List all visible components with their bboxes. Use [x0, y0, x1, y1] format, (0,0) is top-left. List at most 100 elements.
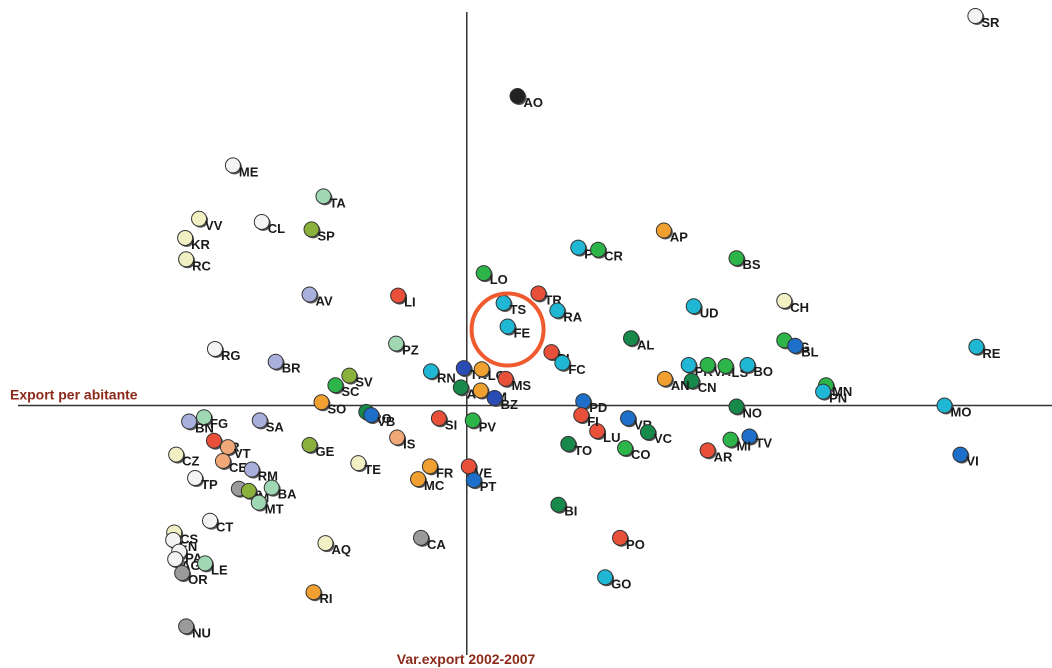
data-point-mt: MT [250, 494, 284, 517]
point-marker [455, 360, 472, 377]
point-marker [181, 413, 198, 430]
point-label: CE [229, 460, 247, 475]
point-marker [936, 397, 953, 414]
data-point-ra: RA [549, 302, 583, 325]
point-marker [363, 407, 380, 424]
point-marker [473, 361, 490, 378]
point-marker [412, 529, 429, 546]
data-point-ap: AP [655, 222, 688, 244]
point-marker [472, 382, 489, 399]
point-label: MN [832, 384, 852, 399]
data-point-ca: CA [412, 529, 446, 552]
data-point-cl: CL [253, 213, 285, 236]
data-point-ch: CH [776, 292, 809, 315]
point-marker [410, 471, 427, 488]
point-marker [390, 287, 407, 304]
point-label: RG [221, 348, 241, 363]
point-label: TA [329, 195, 346, 210]
data-point-bi: BI [550, 496, 577, 519]
data-point-pt: PT [465, 472, 497, 494]
data-point-vv: VV [191, 210, 223, 233]
data-point-tp: TP [187, 470, 218, 492]
point-label: PT [480, 479, 497, 494]
point-marker [177, 229, 194, 246]
point-marker [787, 337, 804, 354]
point-label: RI [320, 591, 333, 606]
data-point-ct: CT [202, 512, 233, 535]
point-label: MC [424, 478, 445, 493]
data-point-fc: FC [554, 354, 586, 377]
data-point-tr: TR [530, 285, 562, 307]
data-point-no: NO [728, 398, 762, 421]
data-point-aq: AQ [317, 535, 351, 557]
point-label: FI [587, 414, 599, 429]
point-marker [174, 565, 191, 582]
point-label: AP [670, 229, 688, 244]
highlight-circle [469, 291, 546, 368]
point-label: PN [829, 391, 847, 406]
point-marker [509, 88, 526, 105]
point-marker [464, 412, 481, 429]
point-marker [317, 535, 334, 552]
data-point-br: BR [267, 353, 301, 376]
point-label: VV [205, 218, 223, 233]
data-point-tv: TV [741, 428, 772, 450]
data-point-sa: SA [251, 412, 284, 434]
point-marker [560, 435, 577, 452]
point-marker [739, 356, 756, 373]
point-label: MT [265, 502, 284, 517]
point-label: SI [445, 417, 457, 432]
data-point-pr: PR [680, 356, 713, 379]
data-point-lu: LU [589, 423, 621, 445]
point-marker [680, 356, 697, 373]
point-marker [253, 213, 270, 230]
data-point-lo: LO [475, 265, 508, 287]
point-label: BO [753, 364, 773, 379]
point-marker [430, 410, 447, 427]
data-point-so: SO [313, 394, 346, 416]
data-point-mi: MI [722, 431, 751, 454]
point-label: CZ [182, 454, 199, 469]
point-label: PO [626, 537, 645, 552]
point-label: SR [981, 15, 1000, 30]
point-label: AL [637, 337, 654, 352]
data-point-re: RE [968, 338, 1001, 361]
data-point-vi: VI [952, 446, 979, 469]
point-label: TP [201, 477, 218, 492]
point-marker [550, 496, 567, 513]
point-marker [612, 529, 629, 546]
point-label: CH [790, 300, 809, 315]
point-label: TS [510, 302, 527, 317]
point-label: BN [195, 421, 214, 436]
point-marker [620, 410, 637, 427]
point-marker [952, 446, 969, 463]
point-marker [597, 569, 614, 586]
point-label: UD [700, 305, 719, 320]
point-marker [251, 412, 268, 429]
point-label: MS [512, 378, 532, 393]
point-marker [202, 512, 219, 529]
point-label: MI [737, 439, 751, 454]
point-label: MO [951, 404, 972, 419]
point-label: LO [490, 272, 508, 287]
point-marker [196, 409, 213, 426]
point-label: CS [180, 531, 198, 546]
point-label: BZ [501, 397, 518, 412]
data-point-al: AL [623, 330, 654, 352]
point-label: PZ [402, 343, 419, 358]
point-marker [388, 335, 405, 352]
point-marker [305, 584, 322, 601]
data-point-bn: BN [181, 413, 214, 436]
point-label: GO [611, 576, 631, 591]
point-marker [178, 251, 195, 268]
point-marker [460, 458, 477, 475]
point-label: FG [210, 416, 228, 431]
data-point-cr: CR [590, 241, 624, 264]
point-label: PV [479, 419, 497, 434]
point-label: KR [191, 237, 210, 252]
point-marker [617, 440, 634, 457]
data-point-me: ME [224, 157, 259, 179]
data-point-rg: RG [206, 340, 241, 363]
point-marker [728, 398, 745, 415]
point-marker [967, 8, 984, 25]
